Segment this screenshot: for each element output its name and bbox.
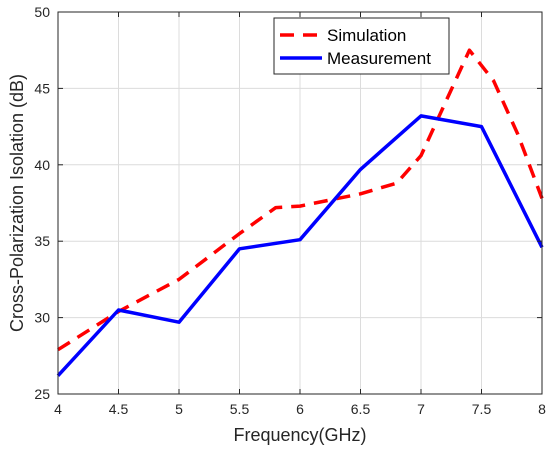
x-tick-label: 5 [175, 401, 183, 417]
tick-marks [57, 11, 543, 395]
x-tick-label: 7 [417, 401, 425, 417]
y-tick-label: 35 [34, 233, 50, 249]
legend-box [273, 17, 450, 75]
tick-labels: 4 4.5 5 5.5 6 6.5 7 7.5 8 25 30 35 40 45 50 [34, 4, 546, 417]
y-tick-label: 45 [34, 80, 50, 96]
x-tick-label: 4.5 [109, 401, 129, 417]
y-tick-label: 30 [34, 310, 50, 326]
grid-lines [57, 11, 543, 395]
legend: Simulation Measurement [273, 17, 450, 75]
series-line-simulation [57, 48, 544, 352]
x-tick-label: 6 [296, 401, 304, 417]
series-line-measurement [56, 114, 544, 377]
x-axis-label: Frequency(GHz) [233, 425, 366, 445]
y-tick-label: 40 [34, 157, 50, 173]
y-tick-label: 50 [34, 4, 50, 20]
x-tick-label: 7.5 [472, 401, 492, 417]
x-tick-label: 8 [538, 401, 546, 417]
series-lines [56, 48, 544, 377]
legend-label-simulation: Simulation [327, 26, 406, 45]
y-axis-label: Cross-Polarization Isolation (dB) [7, 74, 27, 332]
legend-label-measurement: Measurement [327, 49, 431, 68]
x-tick-label: 6.5 [351, 401, 371, 417]
x-tick-label: 5.5 [230, 401, 250, 417]
x-tick-label: 4 [54, 401, 62, 417]
y-tick-label: 25 [34, 386, 50, 402]
